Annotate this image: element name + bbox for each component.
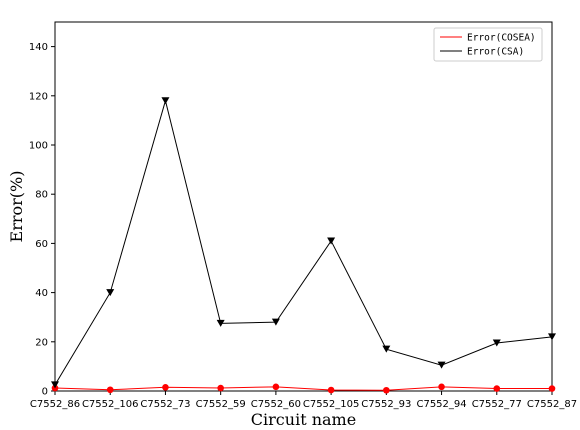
y-tick-label: 80 xyxy=(35,190,48,201)
y-tick-label: 100 xyxy=(29,141,48,152)
data-point xyxy=(327,386,335,394)
series-1 xyxy=(51,97,556,389)
data-point xyxy=(271,318,280,326)
x-tick-label: C7552_93 xyxy=(361,399,411,410)
series-0 xyxy=(51,383,556,394)
plot-area xyxy=(54,21,553,392)
y-tick-label: 0 xyxy=(42,387,48,398)
x-tick-label: C7552_60 xyxy=(251,399,301,410)
data-point xyxy=(548,333,556,341)
data-point xyxy=(106,289,115,297)
legend-frame xyxy=(433,27,543,62)
data-point xyxy=(548,385,556,392)
data-point xyxy=(492,339,501,347)
legend-label: Error(CSA) xyxy=(467,47,524,58)
x-tick-label: C7552_106 xyxy=(82,399,139,410)
x-tick-label: C7552_59 xyxy=(196,399,246,410)
data-point xyxy=(51,381,59,389)
y-tick-label: 120 xyxy=(29,91,48,102)
data-point xyxy=(216,319,225,327)
x-tick-label: C7552_94 xyxy=(416,399,466,410)
y-tick-label: 20 xyxy=(35,337,48,348)
y-axis-ticks: 0 20 40 60 80 100 120 140 xyxy=(29,42,55,398)
x-tick-label: C7552_73 xyxy=(140,399,190,410)
data-point xyxy=(382,345,391,353)
data-point xyxy=(106,386,114,394)
data-point xyxy=(217,384,224,392)
data-point xyxy=(162,384,169,391)
data-point xyxy=(272,383,280,391)
series-line xyxy=(54,386,552,391)
x-tick-label: C7552_105 xyxy=(303,399,360,410)
data-point xyxy=(161,97,170,105)
series-layer xyxy=(51,97,556,394)
y-tick-label: 60 xyxy=(35,239,48,250)
x-tick-label: C7552_86 xyxy=(30,399,80,410)
y-tick-label: 140 xyxy=(29,42,48,53)
data-point xyxy=(327,237,336,245)
legend: Error(COSEA) Error(CSA) xyxy=(433,27,543,62)
y-axis-title: Error(%) xyxy=(7,171,26,243)
data-point xyxy=(383,386,390,394)
series-line xyxy=(54,98,553,386)
x-tick-label: C7552_77 xyxy=(472,399,522,410)
data-point xyxy=(438,383,445,391)
x-axis-title: Circuit name xyxy=(251,410,356,429)
x-axis-ticks: C7552_86 C7552_106 C7552_73 C7552_59 C7552_6… xyxy=(30,391,577,410)
data-point xyxy=(437,361,446,369)
y-tick-label: 40 xyxy=(35,288,48,299)
legend-label: Error(COSEA) xyxy=(467,33,536,44)
data-point xyxy=(493,385,501,392)
x-tick-label: C7552_87 xyxy=(527,399,577,410)
